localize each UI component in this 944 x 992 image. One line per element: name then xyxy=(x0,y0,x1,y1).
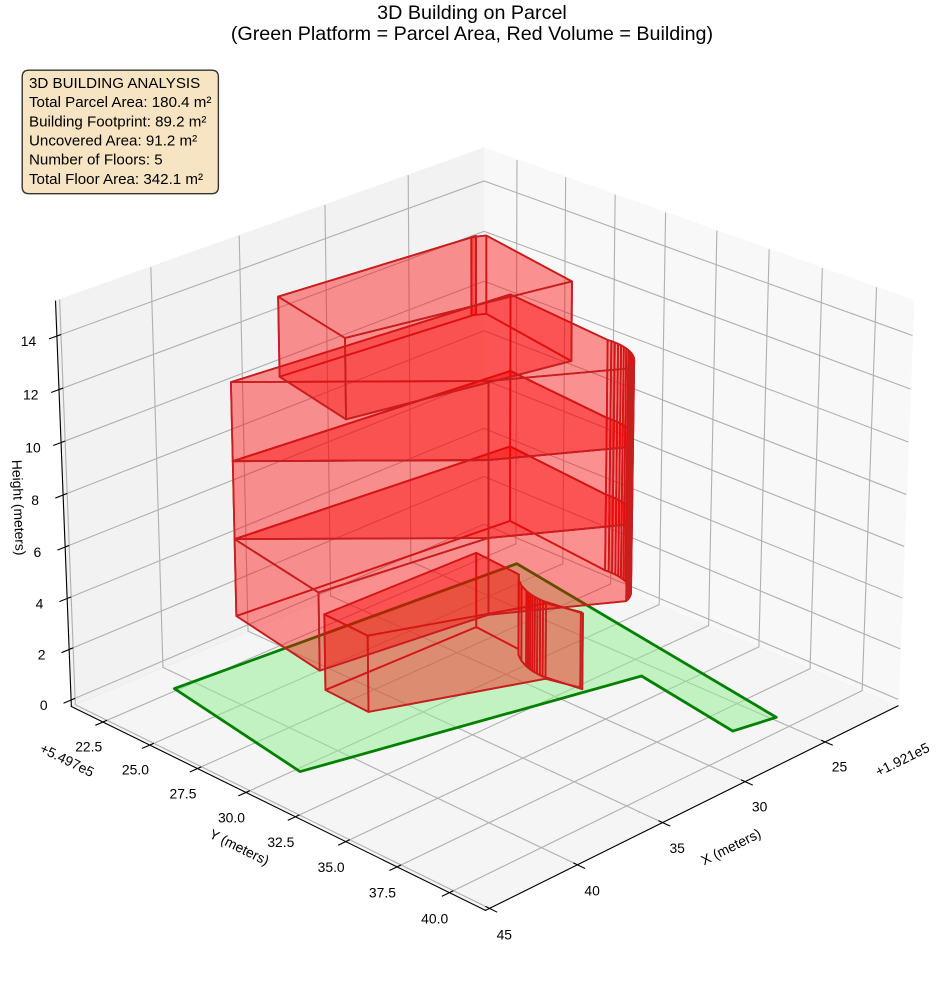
svg-text:3D Building on Parcel: 3D Building on Parcel xyxy=(377,2,567,24)
svg-text:35.0: 35.0 xyxy=(318,859,345,875)
svg-text:Height (meters): Height (meters) xyxy=(9,460,29,556)
svg-text:45: 45 xyxy=(497,927,513,943)
svg-text:14: 14 xyxy=(21,333,37,349)
svg-text:4: 4 xyxy=(36,596,44,612)
svg-text:30.0: 30.0 xyxy=(218,810,245,826)
svg-text:Total Parcel Area: 180.4 m²: Total Parcel Area: 180.4 m² xyxy=(29,94,211,111)
svg-text:32.5: 32.5 xyxy=(267,834,294,850)
svg-text:35: 35 xyxy=(669,840,685,856)
svg-text:30: 30 xyxy=(752,799,768,815)
svg-text:27.5: 27.5 xyxy=(170,785,197,801)
svg-text:2: 2 xyxy=(38,647,46,663)
svg-text:Uncovered Area: 91.2 m²: Uncovered Area: 91.2 m² xyxy=(29,132,197,149)
svg-text:(Green Platform = Parcel Area,: (Green Platform = Parcel Area, Red Volum… xyxy=(231,23,713,45)
svg-text:Total Floor Area: 342.1 m²: Total Floor Area: 342.1 m² xyxy=(29,171,203,188)
svg-text:40.0: 40.0 xyxy=(421,911,448,927)
svg-text:40: 40 xyxy=(584,883,600,899)
svg-text:12: 12 xyxy=(23,387,39,403)
svg-text:8: 8 xyxy=(31,492,39,508)
svg-text:10: 10 xyxy=(25,440,41,456)
svg-text:22.5: 22.5 xyxy=(75,738,102,754)
svg-text:3D BUILDING ANALYSIS: 3D BUILDING ANALYSIS xyxy=(29,75,200,92)
svg-text:Building Footprint: 89.2 m²: Building Footprint: 89.2 m² xyxy=(29,113,206,130)
svg-text:25: 25 xyxy=(832,759,848,775)
svg-text:6: 6 xyxy=(33,544,41,560)
svg-text:25.0: 25.0 xyxy=(122,762,149,778)
svg-text:0: 0 xyxy=(40,697,48,713)
svg-text:Number of Floors: 5: Number of Floors: 5 xyxy=(29,152,163,169)
svg-text:37.5: 37.5 xyxy=(369,885,396,901)
